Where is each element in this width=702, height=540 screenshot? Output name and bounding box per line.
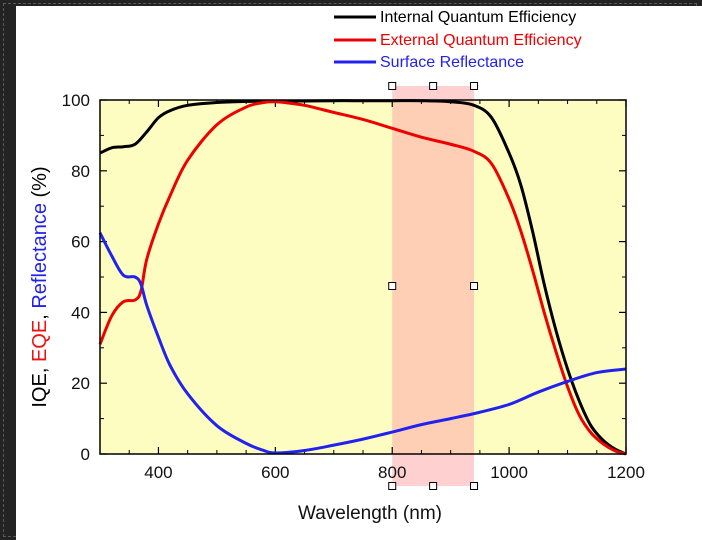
x-axis-label: Wavelength (nm): [298, 503, 442, 524]
legend-label: External Quantum Efficiency: [380, 32, 582, 49]
resize-handle[interactable]: [430, 83, 437, 90]
y-tick-label: 60: [71, 233, 90, 252]
y-tick-label: 40: [71, 303, 90, 322]
resize-handle[interactable]: [471, 83, 478, 90]
y-tick-label: 80: [71, 162, 90, 181]
y-tick-label: 20: [71, 374, 90, 393]
quantum-efficiency-chart: 400 600 800 1000 1200 0 20 40 60 80 100 Wavelengt…: [16, 6, 702, 540]
x-tick-label: 600: [261, 463, 289, 482]
resize-handle[interactable]: [389, 83, 396, 90]
resize-handle[interactable]: [430, 483, 437, 490]
y-tick-labels: 0 20 40 60 80 100: [62, 91, 90, 464]
resize-handle[interactable]: [389, 283, 396, 290]
resize-handle[interactable]: [389, 483, 396, 490]
legend-label: Internal Quantum Efficiency: [380, 9, 576, 26]
x-tick-labels: 400 600 800 1000 1200: [144, 463, 645, 482]
legend-entry-reflectance: Surface Reflectance: [334, 54, 524, 71]
resize-handle[interactable]: [471, 483, 478, 490]
y-tick-label: 100: [62, 91, 90, 110]
legend: Internal Quantum Efficiency External Quan…: [334, 9, 582, 71]
legend-entry-eqe: External Quantum Efficiency: [334, 32, 582, 49]
legend-label: Surface Reflectance: [380, 54, 524, 71]
legend-entry-iqe: Internal Quantum Efficiency: [334, 9, 576, 26]
x-tick-label: 400: [144, 463, 172, 482]
x-tick-label: 1200: [607, 463, 645, 482]
chart-canvas: 400 600 800 1000 1200 0 20 40 60 80 100 Wavelengt…: [16, 6, 702, 540]
y-tick-label: 0: [81, 445, 90, 464]
y-axis-label: IQE, EQE, Reflectance (%): [29, 166, 51, 407]
x-tick-label: 800: [378, 463, 406, 482]
x-tick-label: 1000: [490, 463, 528, 482]
plot-background: [100, 100, 626, 454]
resize-handle[interactable]: [471, 283, 478, 290]
